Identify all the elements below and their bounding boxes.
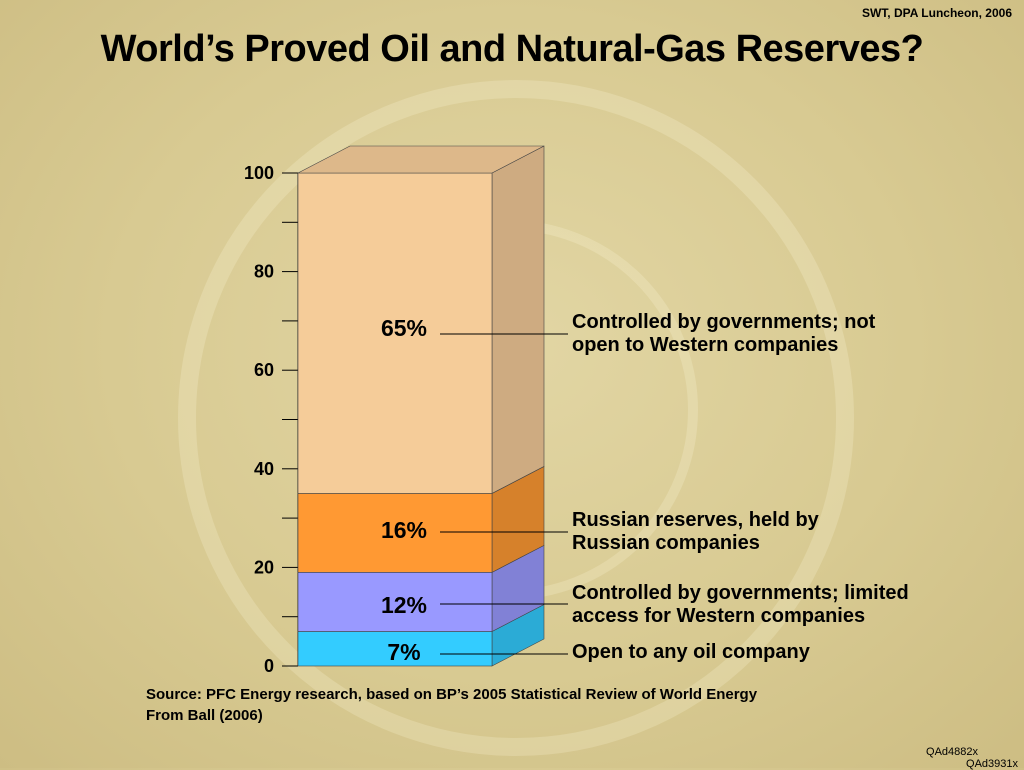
- y-tick-label: 20: [254, 557, 274, 577]
- y-tick-label: 80: [254, 262, 274, 282]
- segment-label-line: Open to any oil company: [572, 641, 810, 663]
- segment-percent: 16%: [381, 517, 427, 543]
- segment-percent: 7%: [387, 639, 420, 665]
- y-axis: 0 20 40 60 80 100: [244, 163, 299, 676]
- segment-label-line: Russian reserves, held by: [572, 509, 819, 531]
- segment-percent: 12%: [381, 592, 427, 618]
- segment-label: Controlled by governments; not open to We…: [572, 311, 992, 357]
- source-reference: From Ball (2006): [146, 707, 263, 724]
- y-tick-label: 60: [254, 360, 274, 380]
- segment-label-line: Russian companies: [572, 532, 760, 554]
- presentation-note: SWT, DPA Luncheon, 2006: [861, 6, 1012, 20]
- bar-segments: [297, 145, 545, 667]
- source-line: Source: PFC Energy research, based on BP…: [146, 686, 758, 703]
- bar-segment: [297, 631, 493, 667]
- segment-label-line: Controlled by governments; limited: [572, 582, 909, 604]
- segment-percent: 65%: [381, 315, 427, 341]
- slide-code: QAd4882x: [926, 746, 978, 758]
- page-title: World’s Proved Oil and Natural-Gas Reser…: [100, 28, 924, 70]
- y-tick-label: 0: [264, 656, 274, 676]
- source-note: Source: PFC Energy research, based on BP…: [146, 684, 757, 726]
- bar-side: [491, 145, 545, 494]
- segment-label: Open to any oil company: [572, 641, 992, 664]
- segment-label-line: access for Western companies: [572, 605, 866, 627]
- percent-labels: 7% 12% 16% 65%: [381, 315, 427, 665]
- bar-segment: [297, 493, 493, 573]
- slide-code-secondary: QAd3931x: [966, 758, 1018, 770]
- bar-top: [297, 145, 545, 174]
- segment-label-line: Controlled by governments; not: [572, 311, 876, 333]
- leader-lines: [440, 333, 568, 655]
- segment-label-line: open to Western companies: [572, 334, 839, 356]
- y-tick-label: 40: [254, 459, 274, 479]
- bar-segment: [297, 572, 493, 632]
- y-tick-label: 100: [244, 163, 274, 183]
- segment-label: Controlled by governments; limited access…: [572, 582, 992, 628]
- segment-label: Russian reserves, held by Russian compani…: [572, 509, 992, 555]
